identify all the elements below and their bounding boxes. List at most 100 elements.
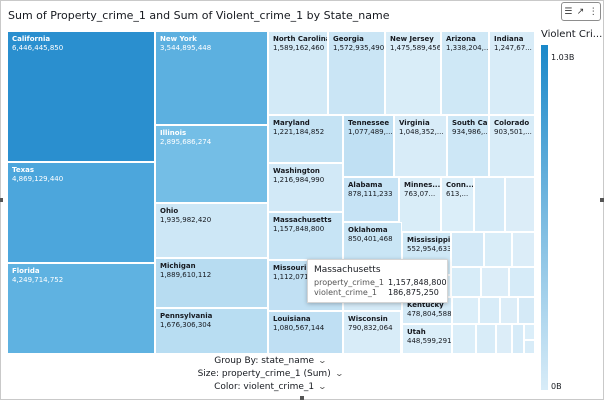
treemap-cell-small-16[interactable] (476, 324, 496, 354)
legend-title: Violent Cri... (541, 29, 603, 40)
treemap-cell-label: Ohio (160, 207, 179, 215)
treemap-cell-small-5[interactable] (512, 232, 535, 267)
treemap-cell-small-19[interactable] (524, 324, 535, 340)
treemap-cell-small-2[interactable] (505, 177, 535, 232)
treemap-cell-small-8[interactable] (451, 267, 481, 297)
treemap-cell-new-york[interactable]: New York 3,544,895,448 (155, 31, 268, 125)
treemap-cell-label: Missouri (273, 264, 307, 272)
treemap-cell-small-4[interactable] (484, 232, 512, 267)
treemap-cell-georgia[interactable]: Georgia 1,572,935,490 (328, 31, 385, 115)
treemap-cell-small-14[interactable] (518, 297, 535, 324)
treemap-cell-louisiana[interactable]: Louisiana 1,080,567,144 (268, 311, 343, 354)
treemap-cell-label: Massachusetts (273, 216, 332, 224)
treemap-cell-utah[interactable]: Utah 448,599,291 (402, 324, 452, 354)
treemap-cell-label: New Jersey (390, 35, 434, 43)
treemap-cell-maryland[interactable]: Maryland 1,221,184,852 (268, 115, 343, 163)
treemap-cell-small-17[interactable] (496, 324, 512, 354)
treemap-cell-label: Minnes... (404, 181, 441, 189)
treemap-cell-washington[interactable]: Washington 1,216,984,990 (268, 163, 343, 212)
treemap-cell-label: Maryland (273, 119, 310, 127)
treemap-cell-alabama[interactable]: Alabama 878,111,233 (343, 177, 399, 222)
treemap-cell-label: Louisiana (273, 315, 311, 323)
treemap-cell-oklahoma[interactable]: Oklahoma 850,401,468 (343, 222, 402, 260)
legend-min-label: 0B (551, 382, 562, 391)
treemap-cell-colorado[interactable]: Colorado 903,501,... (489, 115, 535, 177)
treemap-cell-ohio[interactable]: Ohio 1,935,982,420 (155, 203, 268, 258)
treemap-cell-indiana[interactable]: Indiana 1,247,67... (489, 31, 535, 115)
expand-icon[interactable]: ↗ (576, 6, 585, 17)
treemap-cell-virginia[interactable]: Virginia 1,048,352,... (394, 115, 447, 177)
treemap-cell-value: 2,895,686,274 (160, 138, 212, 146)
treemap-cell-florida[interactable]: Florida 4,249,714,752 (7, 263, 155, 354)
treemap-cell-wisconsin[interactable]: Wisconsin 790,832,064 (343, 311, 401, 354)
treemap-cell-value: 1,216,984,990 (273, 176, 325, 184)
treemap-cell-michigan[interactable]: Michigan 1,889,610,112 (155, 258, 268, 308)
treemap-cell-label: Indiana (494, 35, 524, 43)
treemap-cell-tennessee[interactable]: Tennessee 1,077,489,... (343, 115, 394, 177)
legend-max-label: 1.03B (551, 53, 575, 62)
treemap-cell-california[interactable]: California 6,446,445,850 (7, 31, 155, 162)
treemap-cell-small-11[interactable] (452, 297, 479, 324)
treemap-cell-texas[interactable]: Texas 4,869,129,440 (7, 162, 155, 263)
treemap-cell-value: 1,889,610,112 (160, 271, 212, 279)
treemap-cell-north-carolina[interactable]: North Carolina 1,589,162,460 (268, 31, 328, 115)
treemap-cell-value: 478,804,588 (407, 310, 452, 318)
treemap-cell-value: 1,048,352,... (399, 128, 444, 136)
treemap-cell-label: Pennsylvania (160, 312, 213, 320)
more-options-icon[interactable]: ⋮ (588, 6, 598, 17)
tooltip-row: violent_crime_1 186,875,250 (314, 288, 444, 297)
treemap-cell-illinois[interactable]: Illinois 2,895,686,274 (155, 125, 268, 203)
treemap-cell-label: Washington (273, 167, 320, 175)
treemap-cell-label: Oklahoma (348, 226, 388, 234)
tooltip: Massachusetts property_crime_1 1,157,848… (307, 259, 448, 303)
treemap-cell-value: 1,676,306,304 (160, 321, 212, 329)
treemap-cell-small-9[interactable] (481, 267, 509, 297)
treemap-cell-value: 1,157,848,800 (273, 225, 325, 233)
chart-options-icon[interactable]: ☰ (564, 6, 573, 17)
treemap-cell-label: Colorado (494, 119, 530, 127)
treemap-cell-label: Conn... (446, 181, 474, 189)
treemap-cell-label: Alabama (348, 181, 383, 189)
treemap-cell-massachusetts[interactable]: Massachusetts 1,157,848,800 (268, 212, 343, 260)
field-well-color[interactable]: Color: violent_crime_1 ⌄ (0, 382, 540, 392)
treemap-cell-small-15[interactable] (452, 324, 476, 354)
treemap-cell-label: South Ca... (452, 119, 488, 127)
treemap-cell-arizona[interactable]: Arizona 1,338,204,... (441, 31, 489, 115)
treemap-cell-new-jersey[interactable]: New Jersey 1,475,589,456 (385, 31, 441, 115)
treemap-cell-label: Mississippi (407, 236, 451, 244)
treemap-cell-small-3[interactable] (451, 232, 484, 267)
treemap-cell-minnesota[interactable]: Minnes... 763,07... (399, 177, 441, 232)
treemap-cell-label: Tennessee (348, 119, 390, 127)
tooltip-row: property_crime_1 1,157,848,800 (314, 278, 447, 287)
treemap-cell-small-13[interactable] (500, 297, 518, 324)
treemap-cell-connecticut[interactable]: Conn... 613,... (441, 177, 474, 232)
treemap-cell-value: 613,... (446, 190, 469, 198)
treemap-cell-small-1[interactable] (474, 177, 505, 232)
treemap-cell-label: New York (160, 35, 197, 43)
treemap-cell-small-12[interactable] (479, 297, 500, 324)
resize-handle-right[interactable] (600, 198, 604, 202)
treemap-cell-small-20[interactable] (524, 340, 535, 354)
treemap-cell-small-10[interactable] (509, 267, 535, 297)
resize-handle-left[interactable] (0, 198, 3, 202)
treemap-cell-value: 1,935,982,420 (160, 216, 212, 224)
treemap-cell-pennsylvania[interactable]: Pennsylvania 1,676,306,304 (155, 308, 268, 354)
chevron-down-icon: ⌄ (334, 369, 344, 378)
tooltip-label: property_crime_1 (314, 278, 384, 287)
treemap-cell-small-18[interactable] (512, 324, 524, 354)
field-well-group-by[interactable]: Group By: state_name ⌄ (0, 356, 540, 366)
visual-toolbar: ☰ ↗ ⋮ (561, 2, 601, 21)
treemap-cell-south-carolina[interactable]: South Ca...934,986,... (447, 115, 489, 177)
treemap-cell-value: 1,475,589,456 (390, 44, 441, 52)
visual-title: Sum of Property_crime_1 and Sum of Viole… (8, 9, 390, 22)
treemap-cell-value: 1,572,935,490 (333, 44, 385, 52)
treemap-cell-value: 4,869,129,440 (12, 175, 64, 183)
field-well-size[interactable]: Size: property_crime_1 (Sum) ⌄ (0, 369, 540, 379)
treemap-cell-value: 850,401,468 (348, 235, 393, 243)
treemap-cell-value: 878,111,233 (348, 190, 393, 198)
resize-handle-bottom[interactable] (300, 396, 304, 400)
treemap-cell-label: California (12, 35, 51, 43)
size-label: Size: property_crime_1 (Sum) (197, 369, 331, 379)
treemap-cell-label: Wisconsin (348, 315, 388, 323)
